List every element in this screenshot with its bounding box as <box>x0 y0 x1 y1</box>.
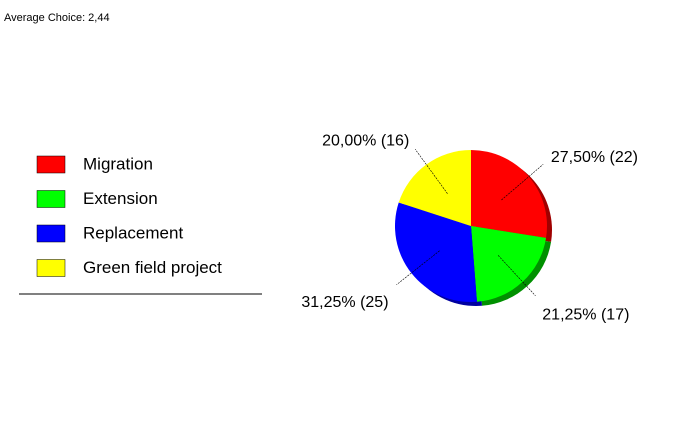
legend-swatch <box>36 224 66 243</box>
leader-line <box>396 250 440 286</box>
leader-line <box>497 255 536 296</box>
legend-label: Extension <box>83 189 158 208</box>
data-label: 31,25% (25) <box>301 294 388 311</box>
slice <box>394 202 477 302</box>
legend-label: Replacement <box>83 223 183 242</box>
data-label: 21,25% (17) <box>542 306 629 323</box>
leader-line <box>414 148 448 194</box>
data-label: 20,00% (16) <box>322 132 409 149</box>
legend-swatch <box>36 259 66 277</box>
slice <box>398 150 471 226</box>
legend-swatch <box>36 190 66 208</box>
data-label: 27,50% (22) <box>551 149 638 166</box>
legend-label: Migration <box>83 154 153 173</box>
slice <box>471 226 547 302</box>
legend-label: Green field project <box>83 258 222 277</box>
leader-line <box>501 164 544 201</box>
chart-title: Average Choice: 2,44 <box>4 12 110 24</box>
legend-swatch <box>36 155 66 174</box>
slice <box>471 150 548 238</box>
